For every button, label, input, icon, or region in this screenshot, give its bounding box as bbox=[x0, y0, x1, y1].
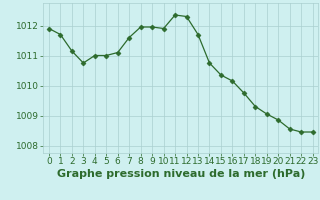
X-axis label: Graphe pression niveau de la mer (hPa): Graphe pression niveau de la mer (hPa) bbox=[57, 169, 305, 179]
